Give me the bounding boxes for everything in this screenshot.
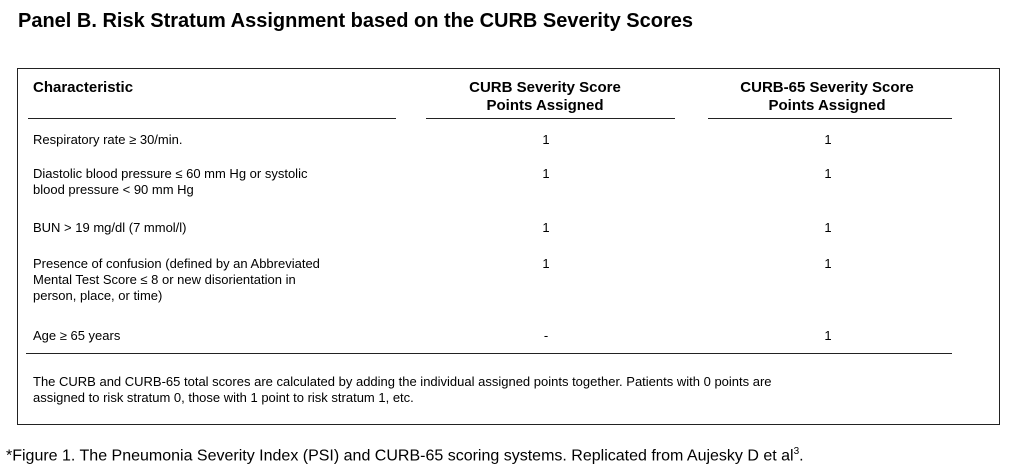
row-curb-points: 1 [542,256,550,271]
row-characteristic: Diastolic blood pressure ≤ 60 mm Hg or s… [33,166,307,198]
header-curb65-line2: Points Assigned [768,97,886,114]
header-rule-curb [426,118,675,119]
row-characteristic: Age ≥ 65 years [33,328,120,344]
figure-caption-reference: 3 [793,446,800,457]
row-characteristic-line: Respiratory rate ≥ 30/min. [33,132,183,147]
row-curb65-points: 1 [824,166,832,181]
row-curb-points: 1 [542,220,550,235]
panel-title: Panel B. Risk Stratum Assignment based o… [18,10,694,32]
footnote-divider [26,353,952,354]
header-curb-line2: Points Assigned [486,97,604,114]
row-curb65-points: 1 [824,220,832,235]
row-characteristic-line: blood pressure < 90 mm Hg [33,182,194,197]
header-curb65-line1: CURB-65 Severity Score [740,79,914,96]
row-characteristic-line: person, place, or time) [33,288,163,303]
row-curb65-points: 1 [824,256,832,271]
header-characteristic: Characteristic [33,79,134,96]
row-curb65-points: 1 [824,328,832,343]
row-characteristic-line: BUN > 19 mg/dl (7 mmol/l) [33,220,187,235]
row-curb-points: 1 [542,132,550,147]
row-characteristic: Presence of confusion (defined by an Abb… [33,256,320,304]
row-characteristic-line: Age ≥ 65 years [33,328,121,343]
table-footnote-line: assigned to risk stratum 0, those with 1… [33,390,414,405]
row-curb-points: - [543,328,549,343]
row-characteristic: Respiratory rate ≥ 30/min. [33,132,182,148]
table-footnote: The CURB and CURB-65 total scores are ca… [33,374,973,406]
row-curb65-points: 1 [824,132,832,147]
header-curb-score: CURB Severity Score Points Assigned [420,79,670,115]
figure-caption: *Figure 1. The Pneumonia Severity Index … [6,446,804,465]
row-characteristic-line: Diastolic blood pressure ≤ 60 mm Hg or s… [33,166,308,181]
figure-caption-text: *Figure 1. The Pneumonia Severity Index … [6,447,794,465]
curb-score-table: Characteristic CURB Severity Score Point… [17,68,1000,425]
header-curb-line1: CURB Severity Score [469,79,621,96]
row-characteristic: BUN > 19 mg/dl (7 mmol/l) [33,220,187,236]
row-characteristic-line: Presence of confusion (defined by an Abb… [33,256,320,271]
header-curb65-score: CURB-65 Severity Score Points Assigned [712,79,942,115]
header-rule-characteristic [28,118,396,119]
figure-caption-end: . [799,447,804,465]
row-curb-points: 1 [542,166,550,181]
header-rule-curb65 [708,118,952,119]
table-footnote-line: The CURB and CURB-65 total scores are ca… [33,374,772,389]
row-characteristic-line: Mental Test Score ≤ 8 or new disorientat… [33,272,296,287]
